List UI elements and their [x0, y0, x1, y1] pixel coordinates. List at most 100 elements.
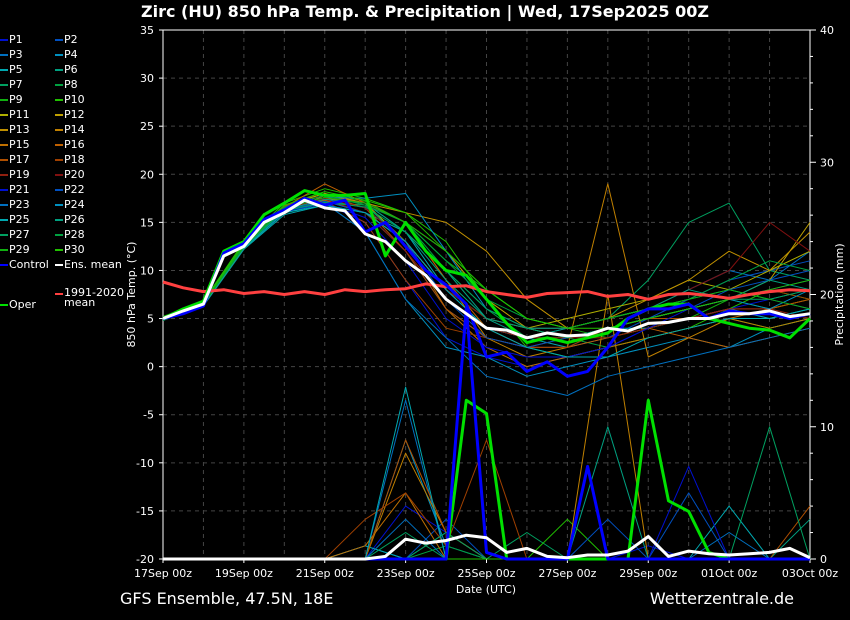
legend-swatch — [0, 249, 8, 251]
legend-swatch — [55, 69, 63, 71]
legend-entry-p4: P4 — [55, 49, 78, 60]
y-tick-label: 25 — [140, 120, 154, 133]
legend-label: P2 — [64, 33, 78, 46]
legend-label: P17 — [9, 153, 30, 166]
y-tick-label: 30 — [140, 72, 154, 85]
legend-entry-p13: P13 — [0, 124, 30, 135]
legend-swatch — [0, 144, 8, 146]
legend-entry-p18: P18 — [55, 154, 85, 165]
legend-entry-p21: P21 — [0, 184, 30, 195]
legend-swatch — [0, 174, 8, 176]
legend-label: P13 — [9, 123, 30, 136]
legend-entry-p25: P25 — [0, 214, 30, 225]
legend-swatch — [55, 219, 63, 221]
y-tick-label: 20 — [140, 168, 154, 181]
legend-swatch — [0, 69, 8, 71]
footer-model-location: GFS Ensemble, 47.5N, 18E — [120, 589, 334, 608]
legend-label: P16 — [64, 138, 85, 151]
legend-label: P8 — [64, 78, 78, 91]
legend-label: P30 — [64, 243, 85, 256]
y-tick-label: -5 — [143, 409, 154, 422]
legend-swatch — [0, 99, 8, 101]
x-tick-label: 27Sep 00z — [538, 567, 596, 580]
legend-entry-p1: P1 — [0, 34, 23, 45]
ens-mean-precip-line — [163, 533, 811, 561]
legend-entry-p9: P9 — [0, 94, 23, 105]
legend-entry-p7: P7 — [0, 79, 23, 90]
y2-tick-label: 20 — [820, 289, 834, 302]
x-tick-label: 25Sep 00z — [458, 567, 516, 580]
legend-entry-p6: P6 — [55, 64, 78, 75]
x-tick-label: 21Sep 00z — [296, 567, 354, 580]
legend-label: P18 — [64, 153, 85, 166]
legend-entry-p8: P8 — [55, 79, 78, 90]
legend-label: P26 — [64, 213, 85, 226]
legend-swatch — [0, 129, 8, 131]
legend-swatch — [0, 159, 8, 161]
x-axis-label: Date (UTC) — [456, 583, 516, 596]
legend-label: Control — [9, 258, 49, 271]
y2-axis-label: Precipitation (mm) — [833, 243, 846, 345]
legend-swatch — [0, 84, 8, 86]
legend-swatch — [0, 114, 8, 116]
legend-swatch — [55, 84, 63, 86]
legend-entry-p29: P29 — [0, 244, 30, 255]
legend-label: Oper — [9, 298, 36, 311]
legend-swatch — [0, 54, 8, 56]
legend-swatch — [55, 264, 63, 266]
legend-entry-p11: P11 — [0, 109, 30, 120]
legend-label: P29 — [9, 243, 30, 256]
legend-label: P28 — [64, 228, 85, 241]
legend-label: P23 — [9, 198, 30, 211]
legend-entry-p17: P17 — [0, 154, 30, 165]
legend-swatch — [0, 219, 8, 221]
legend-swatch — [0, 234, 8, 236]
legend-entry-p19: P19 — [0, 169, 30, 180]
legend-swatch — [55, 249, 63, 251]
chart-title: Zirc (HU) 850 hPa Temp. & Precipitation … — [141, 2, 709, 21]
legend-label: P21 — [9, 183, 30, 196]
legend-entry-p5: P5 — [0, 64, 23, 75]
legend-entry-p24: P24 — [55, 199, 85, 210]
legend-label: P5 — [9, 63, 23, 76]
y-tick-label: -20 — [136, 553, 154, 566]
legend-swatch — [55, 114, 63, 116]
y2-tick-label: 30 — [820, 156, 834, 169]
y-tick-label: 5 — [147, 313, 154, 326]
x-tick-label: 01Oct 00z — [701, 567, 758, 580]
legend-entry-p27: P27 — [0, 229, 30, 240]
legend-label: P25 — [9, 213, 30, 226]
legend-swatch — [55, 204, 63, 206]
y2-tick-label: 10 — [820, 421, 834, 434]
member-temp-line-p30 — [162, 191, 811, 329]
legend-entry-p23: P23 — [0, 199, 30, 210]
y2-tick-label: 0 — [820, 553, 827, 566]
legend-label: P7 — [9, 78, 23, 91]
legend-swatch — [55, 159, 63, 161]
legend-entry-p10: P10 — [55, 94, 85, 105]
legend-entry-p15: P15 — [0, 139, 30, 150]
y2-tick-label: 40 — [820, 24, 834, 37]
legend-label: P14 — [64, 123, 85, 136]
legend-label: P4 — [64, 48, 78, 61]
legend-swatch — [55, 174, 63, 176]
legend-swatch — [0, 204, 8, 206]
legend-label: P24 — [64, 198, 85, 211]
ens-mean-temp-line — [162, 198, 811, 340]
legend-entry-1991-2020-mean: 1991-2020 mean — [55, 286, 124, 309]
legend-label: P10 — [64, 93, 85, 106]
legend-swatch — [0, 304, 8, 306]
legend-swatch — [55, 54, 63, 56]
legend-label: P19 — [9, 168, 30, 181]
legend-label: P12 — [64, 108, 85, 121]
x-tick-label: 17Sep 00z — [134, 567, 192, 580]
x-tick-label: 23Sep 00z — [377, 567, 435, 580]
legend-label: P9 — [9, 93, 23, 106]
legend-entry-p12: P12 — [55, 109, 85, 120]
legend-label: 1991-2020 mean — [64, 286, 124, 309]
y-tick-label: -10 — [136, 457, 154, 470]
legend-entry-ens-mean: Ens. mean — [55, 259, 122, 270]
legend-label: P1 — [9, 33, 23, 46]
x-tick-label: 03Oct 00z — [782, 567, 839, 580]
legend-entry-p26: P26 — [55, 214, 85, 225]
